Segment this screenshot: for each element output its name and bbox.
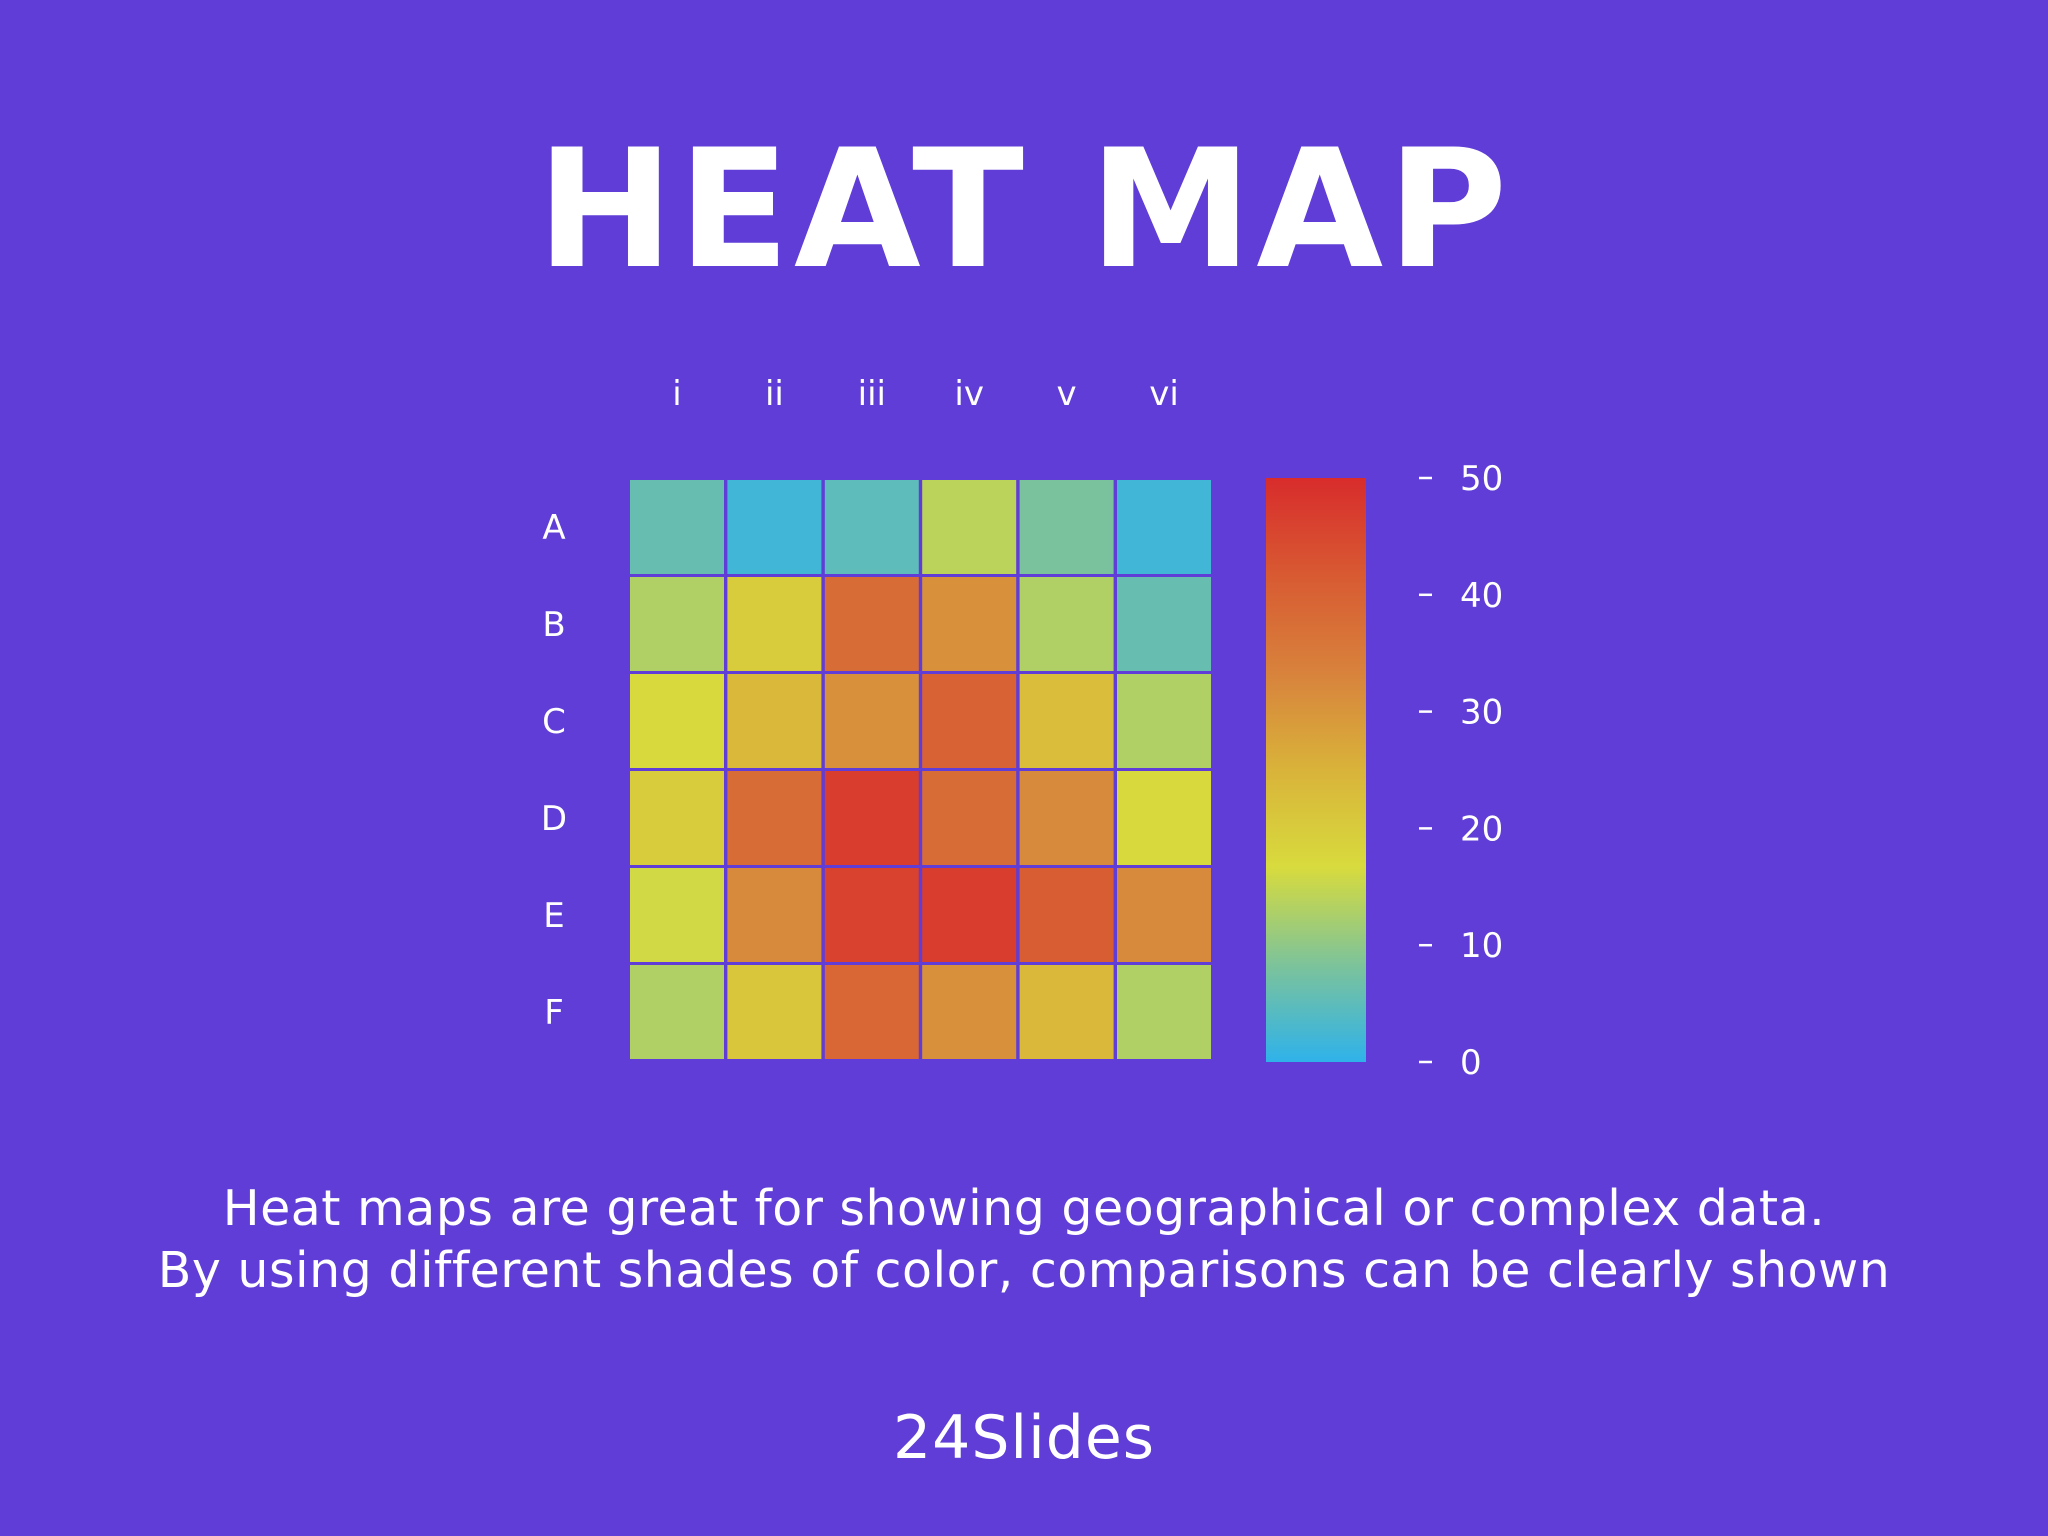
- row-label-E: E: [543, 896, 564, 936]
- heatmap-cell-E-iii: [824, 868, 919, 962]
- heatmap-cell-E-iv: [922, 868, 1017, 962]
- colorbar-tick-label-30: 30: [1460, 693, 1503, 733]
- heatmap-cell-E-v: [1019, 868, 1114, 962]
- heatmap-cell-A-iii: [824, 480, 919, 574]
- caption-line-2: By using different shades of color, comp…: [157, 1242, 1891, 1299]
- column-label-ii: ii: [765, 374, 784, 414]
- heatmap-cell-D-v: [1019, 771, 1114, 865]
- heatmap-cell-F-vi: [1117, 965, 1211, 1059]
- colorbar-tick-label-0: 0: [1460, 1043, 1482, 1083]
- row-label-B: B: [542, 605, 565, 645]
- heatmap-cell-B-ii: [727, 577, 822, 671]
- caption: Heat maps are great for showing geograph…: [0, 1178, 2048, 1302]
- heatmap-cell-D-iii: [824, 771, 919, 865]
- colorbar-tick-label-20: 20: [1460, 809, 1503, 849]
- heatmap-cell-A-iv: [922, 480, 1017, 574]
- slide-title: HEAT MAP: [536, 114, 1512, 305]
- heatmap-cell-D-i: [630, 771, 724, 865]
- row-label-F: F: [544, 993, 564, 1033]
- heatmap-cell-B-i: [630, 577, 724, 671]
- heatmap-cell-D-ii: [727, 771, 822, 865]
- heatmap-cell-E-ii: [727, 868, 822, 962]
- brand-logo: 24Slides: [892, 1403, 1156, 1473]
- colorbar: [1266, 478, 1366, 1062]
- column-labels: i ii iii iv v vi: [672, 374, 1179, 414]
- heatmap-cell-F-iii: [824, 965, 919, 1059]
- colorbar-tick-label-40: 40: [1460, 576, 1503, 616]
- heatmap-cell-D-vi: [1117, 771, 1211, 865]
- heatmap-cell-A-v: [1019, 480, 1114, 574]
- heatmap-cell-F-i: [630, 965, 724, 1059]
- column-label-iv: iv: [954, 374, 984, 414]
- heatmap-cell-F-v: [1019, 965, 1114, 1059]
- heatmap-cell-F-ii: [727, 965, 822, 1059]
- heatmap-cells: [630, 480, 1211, 1059]
- heatmap-cell-C-i: [630, 674, 724, 768]
- row-label-C: C: [542, 702, 566, 742]
- heatmap-cell-F-iv: [922, 965, 1017, 1059]
- heatmap-cell-B-iv: [922, 577, 1017, 671]
- colorbar-tick-label-50: 50: [1460, 459, 1503, 499]
- heatmap-cell-C-vi: [1117, 674, 1211, 768]
- heatmap-cell-A-i: [630, 480, 724, 574]
- heatmap-cell-B-vi: [1117, 577, 1211, 671]
- heatmap-cell-B-iii: [824, 577, 919, 671]
- row-label-A: A: [542, 508, 565, 548]
- row-label-D: D: [541, 799, 567, 839]
- heatmap-cell-A-vi: [1117, 480, 1211, 574]
- colorbar-ticks: 50 40 30 20 10 0: [1419, 459, 1503, 1083]
- heatmap-cell-E-vi: [1117, 868, 1211, 962]
- heatmap-cell-C-ii: [727, 674, 822, 768]
- heatmap-cell-A-ii: [727, 480, 822, 574]
- column-label-iii: iii: [858, 374, 886, 414]
- heatmap-cell-C-iii: [824, 674, 919, 768]
- column-label-i: i: [672, 374, 681, 414]
- heatmap-cell-B-v: [1019, 577, 1114, 671]
- column-label-v: v: [1057, 374, 1077, 414]
- heatmap-cell-C-v: [1019, 674, 1114, 768]
- heatmap-cell-D-iv: [922, 771, 1017, 865]
- caption-line-1: Heat maps are great for showing geograph…: [222, 1180, 1826, 1237]
- column-label-vi: vi: [1149, 374, 1179, 414]
- heatmap-cell-E-i: [630, 868, 724, 962]
- row-labels: A B C D E F: [541, 508, 567, 1033]
- heatmap-cell-C-iv: [922, 674, 1017, 768]
- colorbar-tick-label-10: 10: [1460, 926, 1503, 966]
